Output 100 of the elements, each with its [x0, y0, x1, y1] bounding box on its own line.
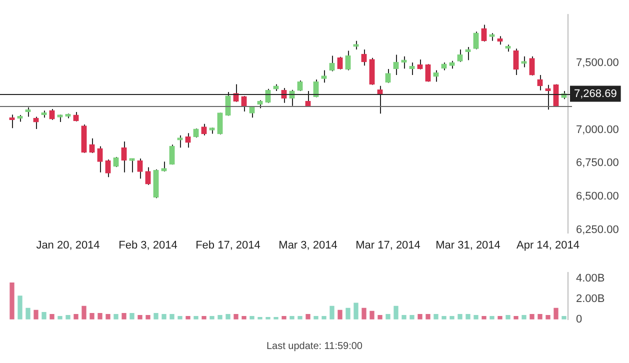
bar — [522, 315, 526, 320]
bar — [226, 314, 230, 320]
candlestick — [473, 31, 479, 50]
candlestick — [105, 158, 111, 178]
candlestick — [409, 62, 415, 76]
bar — [186, 316, 190, 320]
bar — [290, 316, 294, 320]
candlestick — [337, 56, 343, 70]
bar — [242, 316, 246, 320]
bar — [418, 314, 422, 320]
bar — [482, 316, 486, 320]
candlestick — [393, 54, 399, 76]
bar — [18, 296, 22, 320]
candlestick — [185, 132, 191, 148]
bar — [202, 316, 206, 320]
bar — [298, 316, 302, 320]
x-tick-label: Jan 20, 2014 — [36, 239, 100, 252]
bar — [82, 306, 86, 320]
ref-line-label: 7,268.69 — [574, 88, 617, 100]
y-tick-label: 0 — [576, 313, 582, 326]
bar — [474, 315, 478, 320]
bar — [538, 314, 542, 320]
bar — [218, 315, 222, 320]
candlestick — [361, 49, 367, 66]
candlestick — [121, 141, 127, 173]
bar — [546, 315, 550, 320]
bar — [122, 312, 126, 320]
bar — [146, 315, 150, 320]
y-tick-label: 4.00B — [576, 272, 605, 285]
y-tick-label: 6,750.00 — [576, 157, 619, 170]
y-tick-label: 6,500.00 — [576, 190, 619, 203]
y-tick-label: 7,500.00 — [576, 56, 619, 69]
bar — [66, 315, 70, 320]
bar — [42, 312, 46, 320]
bar — [234, 314, 238, 320]
bar — [442, 316, 446, 320]
text: Last update: 11:59:00 — [265, 341, 364, 352]
candlestick — [329, 55, 335, 72]
bar — [370, 310, 374, 320]
bar — [250, 316, 254, 320]
bar — [490, 316, 494, 320]
bar — [130, 312, 134, 320]
bar — [210, 316, 214, 320]
bar — [354, 302, 358, 320]
bar — [506, 315, 510, 320]
bar — [554, 308, 558, 320]
bar — [178, 316, 182, 320]
bar — [170, 314, 174, 320]
x-tick-label: Feb 17, 2014 — [196, 239, 260, 252]
bar — [34, 310, 38, 320]
bar — [386, 314, 390, 320]
bar — [450, 316, 454, 320]
bar — [330, 306, 334, 320]
candlestick — [385, 68, 391, 84]
bar — [90, 312, 94, 320]
candlestick — [89, 138, 95, 154]
bar — [322, 316, 326, 320]
bar — [514, 316, 518, 320]
bar — [362, 308, 366, 320]
bar — [50, 314, 54, 320]
candlestick — [425, 64, 431, 82]
x-tick-label: Mar 17, 2014 — [356, 239, 420, 252]
bar — [466, 314, 470, 320]
bar — [282, 316, 286, 320]
bar — [10, 282, 14, 320]
y-tick-label: 6,250.00 — [576, 224, 619, 236]
candlestick — [521, 56, 527, 68]
bar — [106, 314, 110, 320]
bar — [114, 314, 118, 320]
candlestick — [169, 144, 175, 166]
bar — [498, 316, 502, 320]
candlestick — [465, 46, 471, 61]
x-tick-label: Mar 31, 2014 — [436, 239, 500, 252]
candlestick — [369, 57, 375, 86]
bar — [434, 314, 438, 320]
bar — [26, 308, 30, 320]
bar — [530, 314, 534, 320]
candlestick — [433, 70, 439, 82]
x-tick-label: Apr 14, 2014 — [516, 239, 580, 252]
bar — [194, 316, 198, 320]
candlestick — [481, 24, 487, 42]
bar — [402, 315, 406, 320]
candlestick — [345, 50, 351, 71]
bar — [306, 314, 310, 320]
y-tick-label: 7,000.00 — [576, 124, 619, 136]
candlestick — [297, 80, 303, 92]
candlestick — [49, 108, 55, 120]
candlestick — [33, 116, 39, 130]
candlestick — [113, 156, 119, 168]
x-tick-label: Feb 3, 2014 — [118, 239, 178, 252]
bar — [58, 316, 62, 320]
candlestick — [145, 166, 151, 186]
bar — [346, 308, 350, 320]
bar — [314, 316, 318, 320]
candlestick — [537, 74, 543, 91]
bar — [394, 306, 398, 320]
candlestick — [97, 146, 103, 173]
candlestick — [137, 158, 143, 180]
bar — [338, 310, 342, 320]
bar — [458, 314, 462, 320]
